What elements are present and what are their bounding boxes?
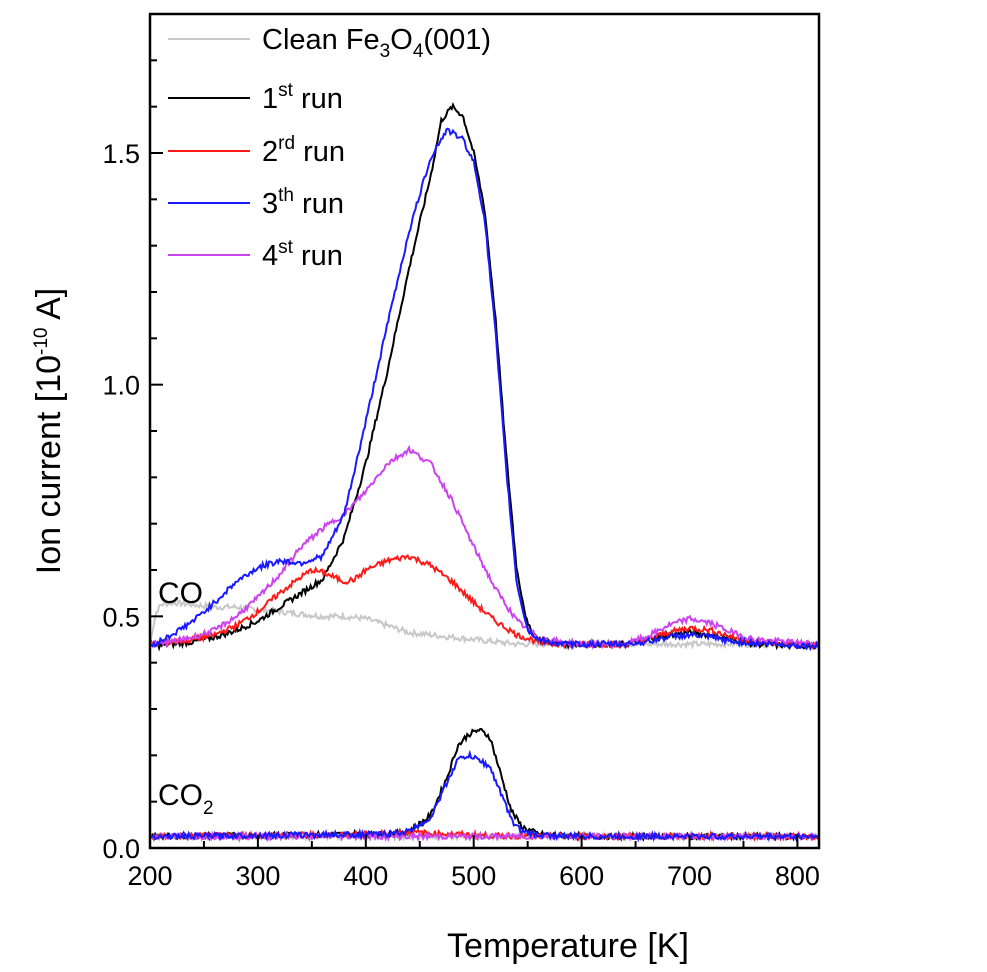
- y-tick-label: 0.5: [102, 602, 140, 632]
- series-lines: [149, 101, 820, 844]
- series-line-run1-co2: [149, 727, 819, 842]
- y-tick-label: 1.5: [102, 139, 140, 169]
- legend-label: 1st run: [262, 80, 343, 115]
- co-annotation: CO: [158, 577, 203, 610]
- legend-label: 4st run: [262, 237, 343, 272]
- legend-label: 3th run: [262, 185, 344, 220]
- x-tick-label: 800: [775, 861, 820, 891]
- x-tick-label: 300: [235, 861, 280, 891]
- co2-annotation: CO2: [158, 779, 214, 819]
- legend-item-run3: 3th run: [168, 185, 344, 220]
- legend-label: 2rd run: [262, 133, 345, 168]
- y-tick-label: 0.0: [102, 834, 140, 864]
- x-tick-label: 200: [127, 861, 172, 891]
- legend-item-run2: 2rd run: [168, 133, 345, 168]
- legend-item-run4: 4st run: [168, 237, 343, 272]
- y-tick-label: 1.0: [102, 371, 140, 401]
- y-axis-title: Ion current [10-10 A]: [30, 288, 68, 574]
- series-line-run3-co: [149, 127, 820, 652]
- x-axis-title: Temperature [K]: [447, 927, 689, 965]
- axis-ticks: 200 300 400 500 600 700 800 0.0 0.5 1.0 1.5: [102, 59, 820, 891]
- legend-item-clean: Clean Fe3O4(001): [168, 24, 491, 62]
- series-line-run3-co2: [149, 749, 819, 843]
- x-tick-label: 500: [451, 861, 496, 891]
- plot-frame: [148, 12, 821, 850]
- legend-item-run1: 1st run: [168, 80, 343, 115]
- x-tick-label: 600: [559, 861, 604, 891]
- series-line-run2-co: [149, 553, 819, 651]
- legend-label: Clean Fe3O4(001): [262, 24, 491, 62]
- x-tick-label: 700: [667, 861, 712, 891]
- series-line-run4-co: [149, 444, 819, 651]
- x-tick-label: 400: [343, 861, 388, 891]
- legend: Clean Fe3O4(001) 1st run 2rd run 3th run 4st…: [168, 24, 491, 272]
